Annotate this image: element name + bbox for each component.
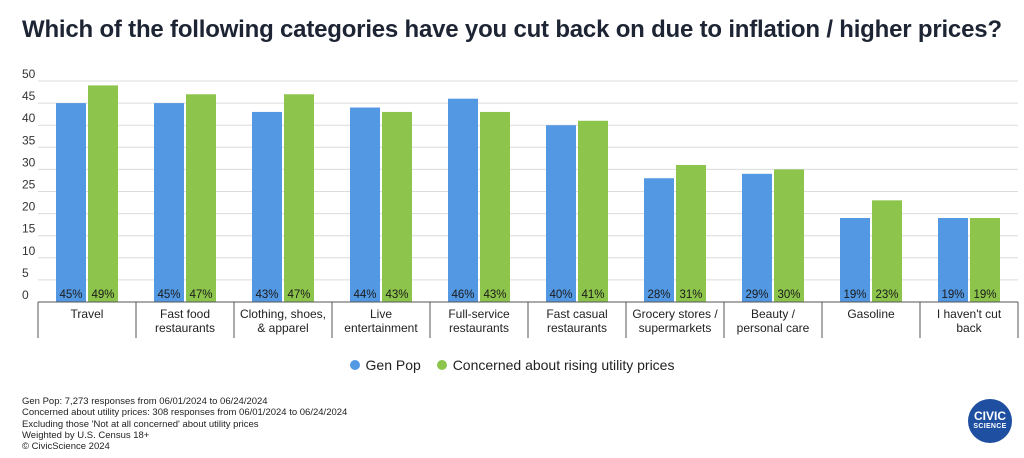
- footnotes: Gen Pop: 7,273 responses from 06/01/2024…: [22, 396, 347, 452]
- x-tick-label-line: restaurants: [449, 321, 509, 335]
- bar-utility: [186, 94, 216, 302]
- x-tick-label-line: & apparel: [257, 321, 308, 335]
- footnote-copyright: © CivicScience 2024: [22, 441, 110, 453]
- legend-label-utility: Concerned about rising utility prices: [452, 357, 675, 373]
- bar-value-label: 41%: [581, 289, 604, 301]
- legend-swatch-utility: [436, 360, 447, 370]
- bar-value-label: 44%: [353, 289, 376, 301]
- logo-line-2: SCIENCE: [973, 423, 1007, 430]
- bar-utility: [382, 111, 412, 302]
- logo-line-1: CIVIC: [973, 409, 1006, 423]
- x-tick-label: Travel: [71, 307, 104, 321]
- y-tick-label: 30: [22, 155, 36, 169]
- x-tick-label: Fast casual restaurants: [546, 307, 607, 335]
- bar-utility: [88, 85, 118, 302]
- bar-value-label: 28%: [647, 289, 670, 301]
- y-tick-label: 45: [22, 89, 36, 103]
- y-tick-label: 5: [22, 266, 29, 280]
- bar-value-label: 40%: [549, 289, 572, 301]
- legend-item-utility: Concerned about rising utility prices: [436, 357, 675, 373]
- footnote-gen-pop: Gen Pop: 7,273 responses from 06/01/2024…: [22, 396, 268, 407]
- bar-gen-pop: [56, 103, 86, 302]
- x-tick-label-line: Live: [370, 307, 392, 321]
- y-tick-label: 0: [22, 288, 29, 302]
- bar-value-label: 30%: [777, 289, 800, 301]
- bar-value-label: 29%: [745, 289, 768, 301]
- x-tick-label-line: Beauty /: [751, 307, 796, 321]
- x-tick-label-line: Fast casual: [546, 307, 607, 321]
- x-tick-label-line: Grocery stores /: [632, 307, 718, 321]
- y-tick-label: 50: [22, 67, 36, 81]
- bar-gen-pop: [252, 111, 282, 302]
- bar-utility: [774, 169, 804, 302]
- legend: Gen Pop Concerned about rising utility p…: [0, 357, 1024, 373]
- legend-label-gen-pop: Gen Pop: [365, 357, 421, 373]
- x-tick-label-line: Clothing, shoes,: [240, 307, 326, 321]
- bar-gen-pop: [546, 125, 576, 302]
- bar-value-label: 45%: [59, 289, 82, 301]
- y-tick-label: 40: [22, 111, 36, 125]
- x-tick-label: Full-service restaurants: [448, 307, 510, 335]
- x-tick-label-line: Fast food: [160, 307, 210, 321]
- bar-value-label: 46%: [451, 289, 474, 301]
- bar-value-label: 43%: [483, 289, 506, 301]
- bar-utility: [970, 218, 1000, 302]
- bar-gen-pop: [154, 103, 184, 302]
- x-tick-label: I haven't cut back: [937, 307, 1002, 335]
- bar-gen-pop: [938, 218, 968, 302]
- bar-value-label: 23%: [875, 289, 898, 301]
- x-tick-label: Beauty / personal care: [737, 307, 810, 335]
- x-tick-label-line: back: [956, 321, 982, 335]
- x-tick-label: Live entertainment: [344, 307, 418, 335]
- bar-chart: 0 5 10 15 20 25 30 35 40 45 50 45% 49% 45% 47% 43% 47% 44…: [22, 67, 1019, 338]
- bar-gen-pop: [644, 178, 674, 302]
- bar-gen-pop: [448, 98, 478, 303]
- bar-gen-pop: [742, 173, 772, 302]
- chart-title: Which of the following categories have y…: [22, 16, 1002, 43]
- bar-utility: [676, 164, 706, 302]
- bar-gen-pop: [840, 218, 870, 302]
- legend-item-gen-pop: Gen Pop: [349, 357, 421, 373]
- x-tick-label-line: personal care: [737, 321, 810, 335]
- bar-utility: [872, 200, 902, 302]
- y-tick-label: 10: [22, 244, 36, 258]
- y-tick-label: 25: [22, 178, 36, 192]
- x-tick-label-line: Full-service: [448, 307, 510, 321]
- x-tick-label-line: restaurants: [547, 321, 607, 335]
- x-tick-label-line: restaurants: [155, 321, 215, 335]
- legend-swatch-gen-pop: [349, 360, 360, 370]
- x-tick-label-line: Travel: [71, 307, 104, 321]
- bar-utility: [480, 111, 510, 302]
- bar-utility: [284, 94, 314, 302]
- bar-value-label: 31%: [679, 289, 702, 301]
- footnote-weighting: Weighted by U.S. Census 18+: [22, 429, 150, 441]
- civicscience-logo: CIVIC SCIENCE: [968, 399, 1012, 443]
- x-tick-label: Fast food restaurants: [155, 307, 215, 335]
- bar-value-label: 45%: [157, 289, 180, 301]
- bar-utility: [578, 120, 608, 302]
- bar-value-label: 47%: [287, 289, 310, 301]
- bar-value-label: 43%: [385, 289, 408, 301]
- y-tick-label: 20: [22, 200, 36, 214]
- y-tick-label: 15: [22, 222, 36, 236]
- x-tick-label-line: I haven't cut: [937, 307, 1002, 321]
- x-tick-label-line: Gasoline: [847, 307, 895, 321]
- bar-gen-pop: [350, 107, 380, 303]
- bar-value-label: 19%: [843, 289, 866, 301]
- bar-value-label: 19%: [973, 289, 996, 301]
- x-tick-label: Grocery stores / supermarkets: [632, 307, 718, 335]
- y-tick-label: 35: [22, 133, 36, 147]
- x-tick-label-line: supermarkets: [639, 321, 712, 335]
- footnote-exclusion: Excluding those 'Not at all concerned' a…: [22, 418, 259, 430]
- x-tick-label-line: entertainment: [344, 321, 418, 335]
- bar-value-label: 19%: [941, 289, 964, 301]
- bar-value-label: 49%: [91, 289, 114, 301]
- x-tick-label: Gasoline: [847, 307, 895, 321]
- footnote-utility: Concerned about utility prices: 308 resp…: [22, 407, 348, 419]
- bar-value-label: 47%: [189, 289, 212, 301]
- bar-value-label: 43%: [255, 289, 278, 301]
- x-tick-label: Clothing, shoes, & apparel: [240, 307, 326, 335]
